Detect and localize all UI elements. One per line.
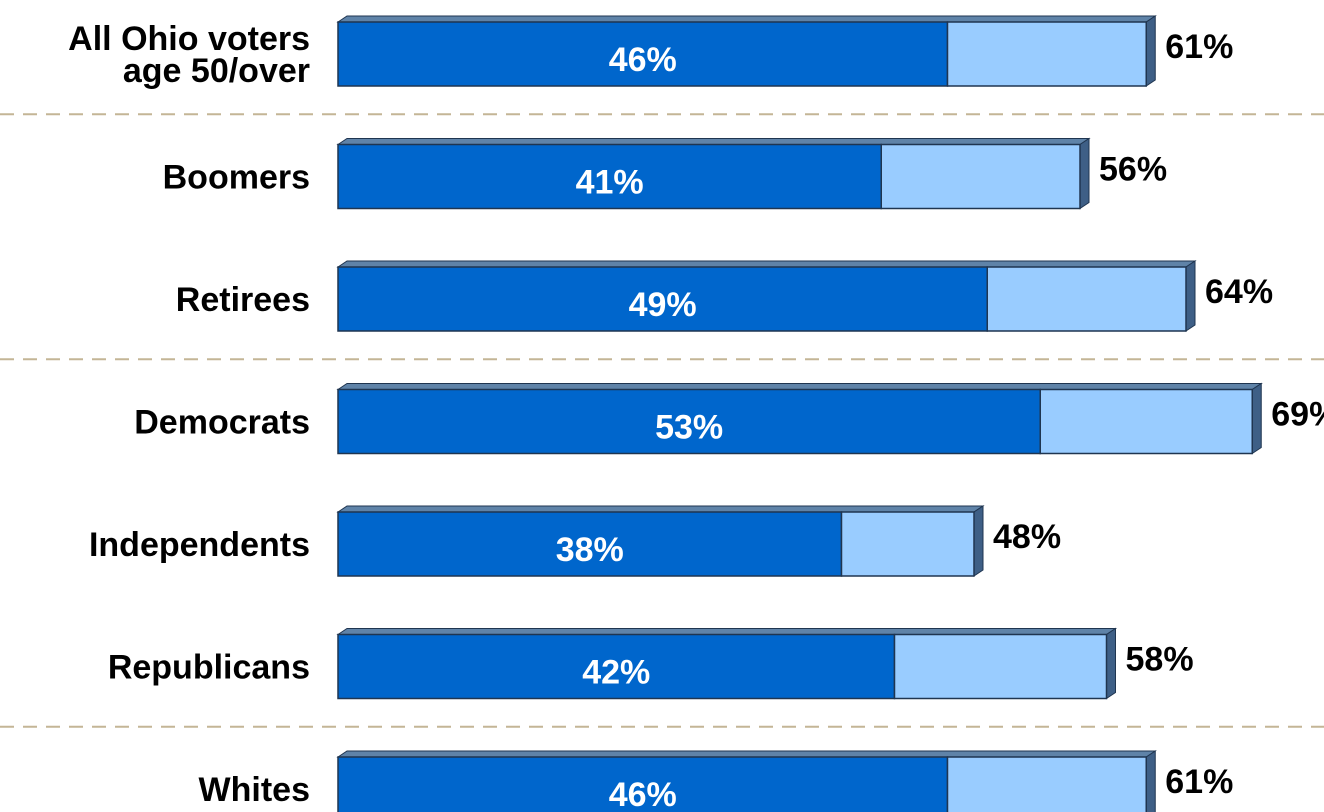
category-label-line: Retirees <box>176 281 310 319</box>
bar-row <box>336 750 1157 812</box>
bar-row <box>336 505 985 577</box>
bar-segment-base <box>337 21 949 87</box>
bar-row <box>336 382 1263 455</box>
bar-segment-extra <box>893 633 1108 700</box>
bar-side-face <box>1079 137 1090 210</box>
data-label: 38% <box>556 531 624 569</box>
bar-segment-extra <box>986 266 1187 332</box>
category-label: Republicans <box>108 649 310 687</box>
data-label: 53% <box>655 409 723 447</box>
bar-top-face <box>336 750 1157 758</box>
bar-side-face <box>1251 382 1262 455</box>
data-label: 42% <box>582 654 650 692</box>
bar-row <box>336 627 1118 700</box>
data-label: 46% <box>609 776 677 812</box>
category-label-line: All Ohio voters <box>68 20 310 58</box>
bar-segment-extra <box>840 511 975 577</box>
category-label: Democrats <box>134 404 310 442</box>
bar-segment-extra <box>1039 388 1253 455</box>
category-label: All Ohio voters age 50/over <box>68 20 310 90</box>
total-label: 61% <box>1165 28 1233 66</box>
bar-top-face <box>336 628 1118 635</box>
bar-side-face <box>1106 627 1116 700</box>
bar-row <box>336 15 1157 87</box>
category-label-line: Republicans <box>108 649 310 687</box>
category-label: Whites <box>199 771 310 809</box>
bar-side-face <box>973 505 984 577</box>
bar-segment-extra <box>880 143 1081 210</box>
total-label: 56% <box>1099 151 1167 189</box>
total-label: 69% <box>1271 396 1324 434</box>
bar-top-face <box>336 383 1263 390</box>
category-label-line: age 50/over <box>123 52 310 90</box>
bar-top-face <box>336 138 1091 145</box>
bar-segment-extra <box>946 21 1147 87</box>
category-label: Retirees <box>176 281 310 319</box>
total-label: 61% <box>1165 763 1233 801</box>
labels: All Ohio voters age 50/over 46% 61% Boomers 4… <box>68 20 1324 812</box>
bar-top-face <box>336 260 1197 268</box>
category-label-line: Boomers <box>163 159 310 197</box>
category-label: Independents <box>89 526 310 564</box>
group-separators <box>0 113 1324 728</box>
data-label: 46% <box>609 41 677 79</box>
bar-segment-base <box>337 143 882 210</box>
category-label: Boomers <box>163 159 310 197</box>
data-label: 41% <box>576 164 644 202</box>
total-label: 48% <box>993 518 1061 556</box>
category-label-line: Whites <box>199 771 310 809</box>
bar-side-face <box>1185 260 1196 332</box>
data-label: 49% <box>629 286 697 324</box>
bar-top-face <box>336 505 985 513</box>
total-label: 58% <box>1126 641 1194 679</box>
bar-segment-base <box>337 633 896 700</box>
bars <box>336 15 1263 812</box>
bar-segment-extra <box>946 756 1147 812</box>
bar-row <box>336 260 1197 332</box>
bar-segment-base <box>337 266 988 332</box>
bar-top-face <box>336 15 1157 23</box>
bar-side-face <box>1145 15 1156 87</box>
category-label-line: Independents <box>89 526 310 564</box>
category-label-line: Democrats <box>134 404 310 442</box>
bar-row <box>336 137 1091 210</box>
total-label: 64% <box>1205 273 1273 311</box>
bar-side-face <box>1145 750 1156 812</box>
